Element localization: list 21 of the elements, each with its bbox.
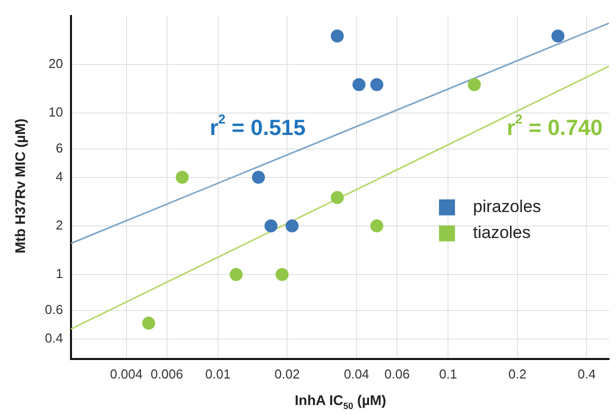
y-tick-label: 6 bbox=[56, 140, 63, 156]
x-axis-title: InhA IC$_{50}$ (µM) bbox=[294, 392, 388, 411]
x-tick-label: 0.06 bbox=[384, 366, 410, 382]
y-tick-label: 10 bbox=[48, 104, 63, 120]
x-tick-label: 0.004 bbox=[110, 366, 143, 382]
y-tick-label: 0.6 bbox=[44, 302, 63, 317]
y-tick-label: 0.4 bbox=[44, 330, 63, 346]
y-tick-label: 2 bbox=[56, 218, 63, 233]
y-tick-label: 20 bbox=[48, 56, 63, 71]
y-tick-label: 4 bbox=[56, 168, 63, 184]
x-tick-label: 0.04 bbox=[344, 366, 370, 382]
x-tick-label: 0.006 bbox=[150, 366, 184, 382]
legend-label: pirazoles bbox=[473, 197, 542, 216]
legend-label: tiazoles bbox=[473, 223, 531, 242]
y-tick-label: 1 bbox=[56, 266, 63, 282]
x-tick-label: 0.2 bbox=[508, 366, 526, 382]
x-tick-label: 0.1 bbox=[439, 366, 458, 382]
x-tick-label: 0.4 bbox=[578, 366, 596, 382]
x-tick-label: 0.01 bbox=[205, 366, 231, 382]
x-tick-label: 0.02 bbox=[274, 366, 300, 382]
y-axis-title: Mtb H37Rv MIC (µM) bbox=[12, 118, 28, 256]
